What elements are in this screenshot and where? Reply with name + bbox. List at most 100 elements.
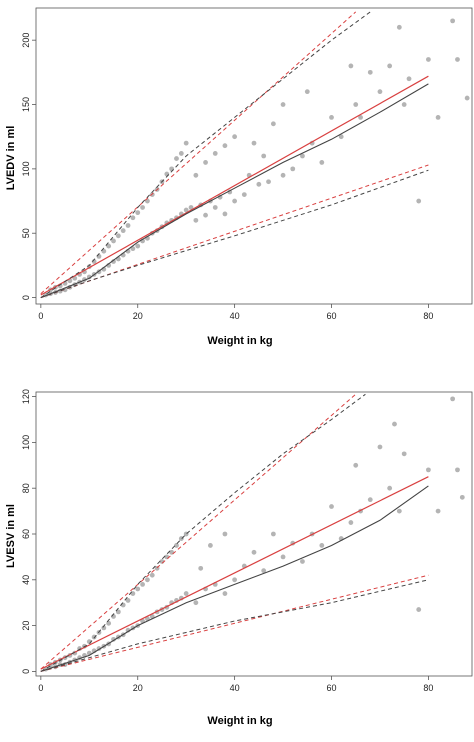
series-line-4 [40, 11, 371, 299]
data-point [164, 171, 170, 177]
data-point [455, 467, 460, 473]
data-point [367, 497, 373, 503]
data-point [169, 166, 175, 172]
data-point [406, 76, 412, 82]
data-point [222, 143, 228, 149]
series-line-1 [40, 476, 429, 670]
data-point [241, 192, 247, 198]
y-tick-label: 80 [21, 483, 31, 493]
data-point [319, 160, 325, 165]
data-point [125, 223, 131, 228]
data-point [140, 205, 145, 210]
data-point [367, 69, 373, 75]
data-point [145, 577, 150, 583]
y-tick-label: 150 [21, 97, 31, 112]
data-point [416, 198, 422, 204]
x-tick-label: 40 [230, 683, 240, 693]
data-point [120, 228, 126, 234]
y-axis-title: LVEDV in ml [5, 126, 17, 191]
data-point [329, 504, 334, 509]
chart-panel-1: 0 20 40 60 80 0 50 100 150 200 Weight in kg LVEDV i… [5, 7, 473, 347]
data-point [174, 543, 179, 548]
data-point [396, 24, 402, 30]
data-point [280, 102, 286, 107]
data-point [377, 89, 383, 95]
y-tick-label: 120 [21, 389, 31, 404]
data-point [101, 625, 107, 631]
x-tick-label: 0 [38, 311, 43, 321]
data-point [435, 114, 441, 120]
data-point [261, 153, 267, 159]
data-point [426, 467, 431, 473]
data-point [212, 151, 218, 156]
x-tick-label: 20 [133, 683, 143, 693]
data-point [401, 451, 407, 457]
data-point [251, 140, 257, 146]
y-tick-label: 100 [21, 161, 31, 176]
data-point [115, 233, 121, 239]
data-point [232, 198, 238, 204]
y-tick-label: 40 [21, 575, 31, 585]
x-tick-label: 20 [133, 311, 143, 321]
data-point [222, 591, 228, 596]
data-point [353, 462, 359, 468]
scatter-points [43, 396, 465, 672]
series-line-3 [40, 11, 357, 295]
x-tick-label: 80 [423, 311, 433, 321]
plot-frame [35, 391, 473, 677]
data-point [300, 559, 305, 564]
data-point [450, 396, 456, 402]
data-point [193, 172, 199, 178]
data-point [232, 134, 238, 140]
y-tick-label: 0 [21, 669, 31, 674]
x-tick-label: 0 [38, 683, 43, 693]
data-point [304, 89, 310, 95]
data-point [251, 549, 257, 555]
series-line-2 [40, 83, 429, 299]
y-axis-title: LVESV in ml [5, 504, 17, 568]
data-point [459, 494, 465, 500]
data-point [261, 568, 267, 574]
data-point [232, 577, 238, 583]
data-point [348, 520, 354, 525]
x-tick-label: 80 [423, 683, 433, 693]
data-point [178, 151, 184, 156]
data-point [270, 531, 276, 537]
series-line-1 [40, 75, 429, 296]
data-point [280, 554, 286, 560]
data-point [455, 57, 460, 62]
y-tick-label: 60 [21, 529, 31, 539]
series-line-5 [40, 574, 429, 672]
x-tick-label: 60 [327, 311, 337, 321]
scatter-points [43, 18, 470, 298]
y-tick-label: 0 [21, 295, 31, 300]
data-point [193, 600, 199, 606]
data-point [111, 238, 116, 244]
y-tick-label: 100 [21, 435, 31, 450]
data-point [140, 581, 145, 587]
x-axis-title: Weight in kg [207, 335, 272, 347]
fit-lines [40, 11, 429, 299]
data-point [135, 210, 141, 216]
x-tick-label: 60 [327, 683, 337, 693]
data-point [86, 274, 92, 280]
data-point [353, 102, 359, 107]
data-point [183, 591, 189, 596]
data-point [426, 57, 431, 62]
series-line-4 [40, 393, 366, 672]
y-tick-label: 20 [21, 621, 31, 631]
data-point [115, 609, 121, 615]
data-point [183, 140, 189, 146]
data-point [203, 160, 208, 165]
data-point [222, 531, 228, 537]
fit-lines [40, 393, 429, 672]
series-line-5 [40, 164, 429, 299]
data-point [111, 259, 116, 264]
data-point [193, 217, 199, 223]
series-line-6 [40, 579, 429, 672]
data-point [203, 212, 208, 218]
data-point [377, 444, 383, 450]
data-point [130, 215, 136, 221]
